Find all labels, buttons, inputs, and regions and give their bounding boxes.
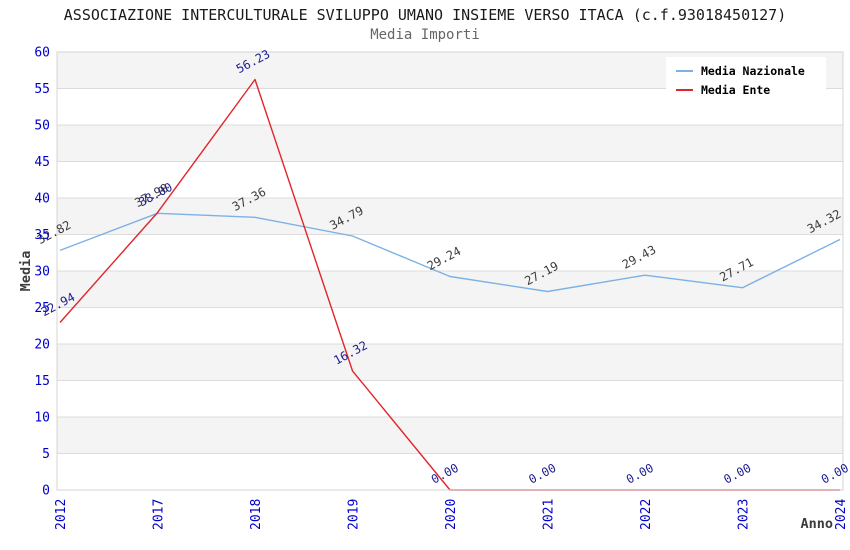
y-axis-title: Media <box>18 251 34 292</box>
x-tick-label: 2019 <box>347 499 362 530</box>
x-tick-label: 2018 <box>249 499 264 530</box>
y-tick-label: 10 <box>34 411 50 426</box>
legend-item-media-ente: Media Ente <box>676 80 826 99</box>
x-tick-label: 2023 <box>737 499 752 530</box>
y-tick-label: 35 <box>34 228 50 243</box>
x-tick-label: 2017 <box>152 499 167 530</box>
band-stripe <box>57 198 843 235</box>
x-tick-label: 2012 <box>54 499 69 530</box>
x-tick-label: 2022 <box>639 499 654 530</box>
y-tick-label: 20 <box>34 338 50 353</box>
point-label-media-ente: 0.00 <box>721 461 753 487</box>
plot-border <box>56 51 844 491</box>
y-tick-label: 5 <box>42 447 50 462</box>
y-tick-label: 25 <box>34 301 50 316</box>
y-tick-label: 30 <box>34 265 50 280</box>
legend-line-swatch <box>676 88 693 91</box>
band-stripe <box>57 344 843 381</box>
band-stripe <box>57 125 843 162</box>
x-axis-title: Anno <box>800 516 833 532</box>
legend-label: Media Ente <box>701 82 771 97</box>
x-tick-label: 2021 <box>542 499 557 530</box>
y-tick-label: 40 <box>34 192 50 207</box>
x-tick-label: 2020 <box>444 499 459 530</box>
chart-title: ASSOCIAZIONE INTERCULTURALE SVILUPPO UMA… <box>63 6 787 24</box>
legend-label: Media Nazionale <box>701 63 805 78</box>
y-tick-label: 55 <box>34 82 50 97</box>
legend-line-swatch <box>676 69 693 72</box>
band-stripe <box>57 417 843 454</box>
point-label-media-ente: 0.00 <box>526 461 558 487</box>
y-tick-label: 50 <box>34 119 50 134</box>
point-label-media-nazionale: 29.24 <box>425 244 463 273</box>
point-label-media-ente: 0.00 <box>819 461 850 487</box>
x-tick-label: 2024 <box>834 499 849 530</box>
legend: Media Nazionale Media Ente <box>666 57 826 101</box>
y-tick-label: 15 <box>34 374 50 389</box>
chart-subtitle: Media Importi <box>370 27 480 43</box>
point-label-media-nazionale: 29.43 <box>620 242 658 271</box>
y-tick-label: 45 <box>34 155 50 170</box>
y-tick-label: 0 <box>42 484 50 499</box>
point-label-media-ente: 0.00 <box>624 461 656 487</box>
series-line-media-nazionale <box>59 212 841 293</box>
legend-item-media-nazionale: Media Nazionale <box>676 61 826 80</box>
y-tick-label: 60 <box>34 46 50 61</box>
